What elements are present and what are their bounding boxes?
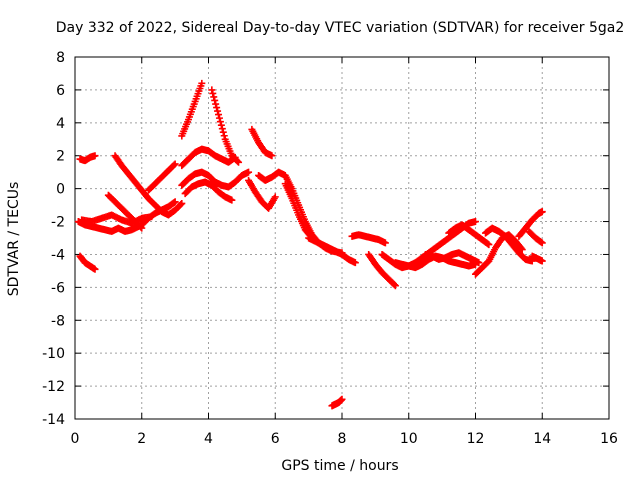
y-axis-label: SDTVAR / TECUs — [6, 182, 22, 297]
data-point — [538, 257, 546, 265]
x-tick-label: 4 — [204, 431, 213, 447]
y-tick-label: -12 — [42, 379, 65, 395]
data-point — [381, 239, 389, 247]
data-point — [212, 100, 220, 108]
chart-title: Day 332 of 2022, Sidereal Day-to-day VTE… — [56, 20, 625, 36]
series-arc-13 — [208, 86, 243, 166]
data-point — [171, 198, 179, 206]
data-point — [338, 395, 346, 403]
data-point — [208, 86, 216, 94]
y-tick-label: 2 — [56, 149, 65, 165]
series-arc-20 — [365, 250, 399, 290]
axis-ticks: 0 2 4 6 8 10 12 14 16 -14 -12 -10 -8 -6 -4 -2 0 2 4 6 8 — [42, 50, 618, 447]
y-tick-label: 0 — [56, 182, 65, 198]
y-tick-label: -6 — [51, 280, 65, 296]
series-arc-2 — [76, 252, 99, 273]
series-arc-22 — [391, 252, 479, 272]
x-axis-label: GPS time / hours — [281, 458, 398, 474]
data-point — [538, 239, 546, 247]
data-point — [538, 208, 546, 216]
x-tick-label: 14 — [533, 431, 551, 447]
data-point — [235, 158, 243, 166]
series-arc-8 — [138, 198, 179, 229]
series-arc-5 — [104, 191, 146, 232]
data-point — [485, 241, 493, 249]
x-tick-label: 12 — [467, 431, 485, 447]
data-point — [170, 161, 178, 169]
data-point — [178, 199, 186, 207]
x-tick-label: 6 — [271, 431, 280, 447]
x-tick-label: 10 — [400, 431, 418, 447]
series-arc-19 — [348, 231, 389, 247]
data-point — [390, 281, 398, 289]
series-arc-14 — [248, 125, 276, 160]
series-arc-23 — [421, 249, 483, 267]
data-point — [518, 246, 526, 254]
data-point — [198, 79, 206, 87]
data-point — [517, 244, 525, 252]
series-arc-27 — [515, 208, 546, 240]
series-arc-15 — [245, 176, 279, 212]
data-point — [216, 118, 224, 126]
y-tick-label: 4 — [56, 116, 65, 132]
series-arc-29 — [528, 252, 546, 265]
data-point — [271, 193, 279, 201]
series-arc-26 — [482, 224, 536, 265]
data-point — [268, 152, 276, 160]
data-point — [91, 265, 99, 273]
x-tick-label: 8 — [338, 431, 347, 447]
series-arc-28 — [525, 227, 546, 247]
series-arc-18 — [305, 234, 359, 267]
series-arc-11 — [181, 178, 236, 204]
y-tick-label: -14 — [42, 412, 65, 428]
series-arc-1 — [76, 152, 99, 165]
x-tick-label: 2 — [137, 431, 146, 447]
data-point — [475, 259, 483, 267]
x-tick-label: 16 — [600, 431, 618, 447]
data-point — [351, 259, 359, 267]
y-tick-label: -2 — [51, 215, 65, 231]
data-point — [91, 152, 99, 160]
data-point — [213, 104, 221, 112]
y-tick-label: -4 — [51, 247, 65, 263]
data-point — [472, 218, 479, 226]
data-point — [215, 111, 223, 119]
data-point — [177, 200, 185, 208]
data-point — [214, 107, 222, 115]
data-point — [210, 93, 218, 101]
data-point — [391, 282, 399, 290]
data-point — [171, 160, 179, 168]
data-point — [218, 125, 226, 133]
data-point — [220, 132, 228, 140]
data-point — [211, 96, 219, 104]
series-arc-6 — [111, 152, 186, 219]
series-arc-3 — [74, 218, 142, 235]
series-arc-7 — [144, 160, 179, 194]
y-tick-label: -8 — [51, 313, 65, 329]
data-point — [234, 157, 242, 165]
data-point — [245, 168, 253, 176]
series-arc-12 — [178, 79, 206, 140]
data-points — [74, 79, 546, 410]
data-point — [209, 89, 217, 97]
y-tick-label: 8 — [56, 50, 65, 66]
y-tick-label: -10 — [42, 346, 65, 362]
data-point — [228, 196, 236, 204]
series-arc-30 — [328, 395, 346, 410]
y-tick-label: 6 — [56, 83, 65, 99]
x-tick-label: 0 — [71, 431, 80, 447]
data-point — [217, 121, 225, 129]
series-arc-24 — [445, 221, 493, 249]
data-point — [215, 114, 223, 122]
series-arc-10 — [178, 168, 253, 191]
data-point — [219, 128, 227, 136]
